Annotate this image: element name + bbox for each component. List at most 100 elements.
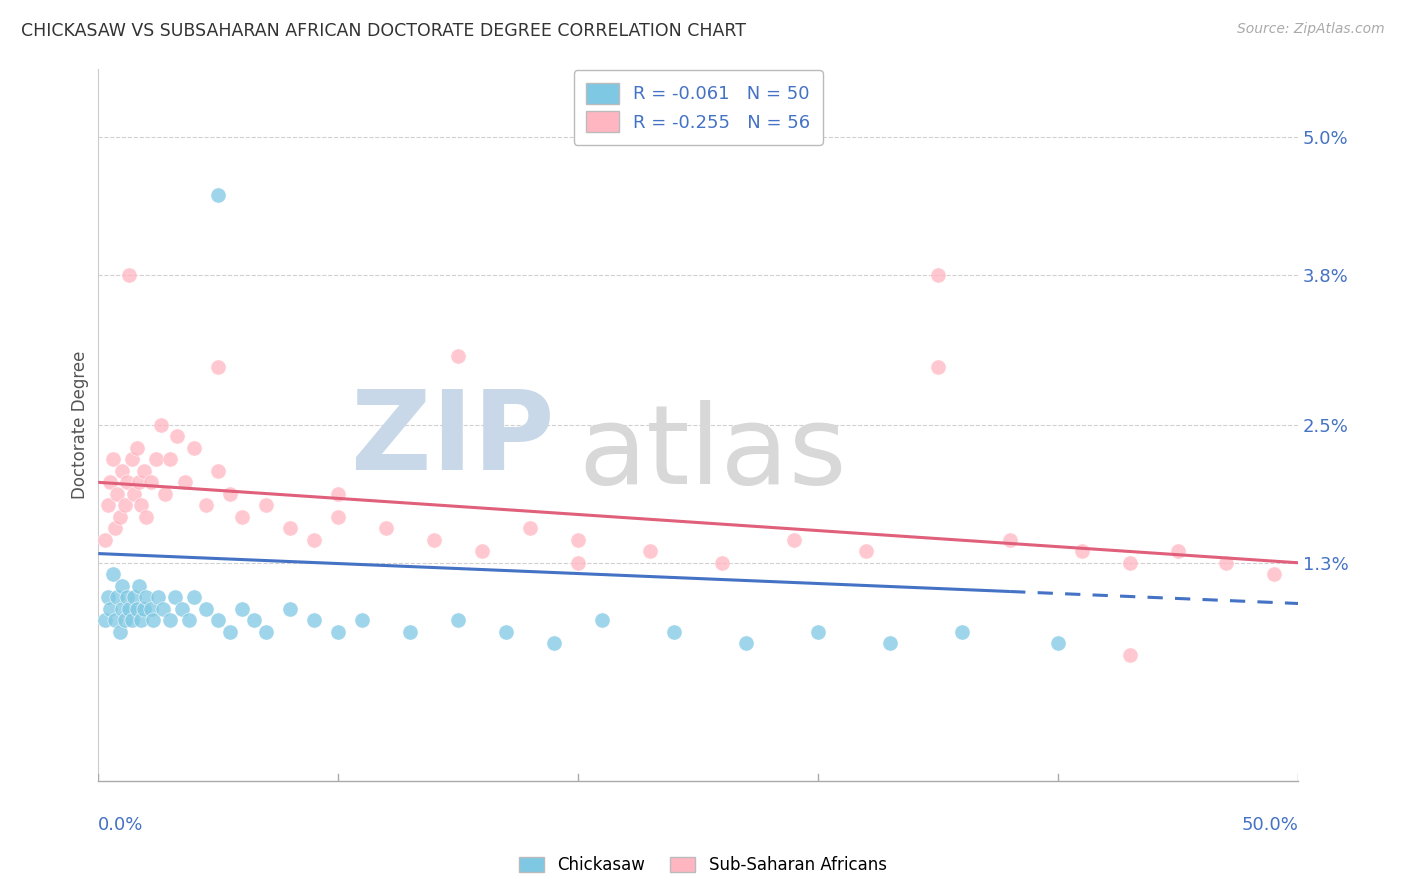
Point xyxy=(471,544,494,558)
Point xyxy=(352,613,374,627)
Point xyxy=(950,624,973,639)
Legend: Chickasaw, Sub-Saharan Africans: Chickasaw, Sub-Saharan Africans xyxy=(515,851,891,880)
Point xyxy=(207,360,229,375)
Point xyxy=(231,509,253,524)
Point xyxy=(124,487,146,501)
Point xyxy=(399,624,422,639)
Point xyxy=(195,498,218,512)
Point xyxy=(1071,544,1094,558)
Point xyxy=(638,544,661,558)
Point xyxy=(121,613,143,627)
Point xyxy=(159,452,181,467)
Point xyxy=(855,544,877,558)
Point xyxy=(132,601,155,615)
Point xyxy=(159,613,181,627)
Point xyxy=(447,349,470,363)
Legend: R = -0.061   N = 50, R = -0.255   N = 56: R = -0.061 N = 50, R = -0.255 N = 56 xyxy=(574,70,823,145)
Y-axis label: Doctorate Degree: Doctorate Degree xyxy=(72,351,89,499)
Point xyxy=(97,498,120,512)
Text: 0.0%: 0.0% xyxy=(98,815,143,834)
Point xyxy=(148,591,170,605)
Point xyxy=(219,487,242,501)
Point xyxy=(543,636,565,650)
Point xyxy=(104,613,127,627)
Point xyxy=(304,533,326,547)
Point xyxy=(783,533,806,547)
Point xyxy=(447,613,470,627)
Point xyxy=(121,452,143,467)
Point xyxy=(519,521,541,535)
Point xyxy=(152,601,174,615)
Point xyxy=(115,475,138,490)
Point xyxy=(101,567,124,582)
Point xyxy=(328,509,350,524)
Point xyxy=(173,475,195,490)
Point xyxy=(179,613,201,627)
Point xyxy=(664,624,686,639)
Point xyxy=(165,591,187,605)
Point xyxy=(139,601,162,615)
Point xyxy=(304,613,326,627)
Point xyxy=(207,613,229,627)
Point xyxy=(1263,567,1285,582)
Point xyxy=(183,441,205,455)
Point xyxy=(111,464,134,478)
Text: atlas: atlas xyxy=(578,400,846,507)
Point xyxy=(118,601,141,615)
Point xyxy=(328,487,350,501)
Point xyxy=(104,521,127,535)
Text: CHICKASAW VS SUBSAHARAN AFRICAN DOCTORATE DEGREE CORRELATION CHART: CHICKASAW VS SUBSAHARAN AFRICAN DOCTORAT… xyxy=(21,22,747,40)
Point xyxy=(735,636,758,650)
Point xyxy=(107,487,129,501)
Point xyxy=(111,579,134,593)
Point xyxy=(114,498,136,512)
Point xyxy=(94,613,117,627)
Point xyxy=(98,601,121,615)
Point xyxy=(131,613,153,627)
Point xyxy=(1119,648,1142,662)
Point xyxy=(155,487,177,501)
Point xyxy=(108,624,131,639)
Point xyxy=(567,533,589,547)
Point xyxy=(125,601,148,615)
Point xyxy=(108,509,131,524)
Point xyxy=(183,591,205,605)
Point xyxy=(495,624,517,639)
Point xyxy=(567,556,589,570)
Point xyxy=(231,601,253,615)
Point xyxy=(328,624,350,639)
Point xyxy=(195,601,218,615)
Point xyxy=(254,498,277,512)
Text: Source: ZipAtlas.com: Source: ZipAtlas.com xyxy=(1237,22,1385,37)
Point xyxy=(124,591,146,605)
Point xyxy=(1119,556,1142,570)
Point xyxy=(149,417,172,432)
Point xyxy=(879,636,901,650)
Text: 50.0%: 50.0% xyxy=(1241,815,1298,834)
Point xyxy=(94,533,117,547)
Point xyxy=(375,521,398,535)
Point xyxy=(172,601,194,615)
Point xyxy=(128,475,150,490)
Point xyxy=(142,613,165,627)
Point xyxy=(145,452,167,467)
Point xyxy=(115,591,138,605)
Point xyxy=(207,464,229,478)
Point xyxy=(101,452,124,467)
Point xyxy=(1167,544,1189,558)
Point xyxy=(118,268,141,283)
Point xyxy=(125,441,148,455)
Point xyxy=(254,624,277,639)
Point xyxy=(278,601,301,615)
Point xyxy=(711,556,734,570)
Point xyxy=(807,624,830,639)
Point xyxy=(1215,556,1237,570)
Point xyxy=(998,533,1021,547)
Point xyxy=(114,613,136,627)
Point xyxy=(128,579,150,593)
Point xyxy=(135,509,157,524)
Point xyxy=(927,360,949,375)
Point xyxy=(423,533,446,547)
Text: ZIP: ZIP xyxy=(352,385,554,492)
Point xyxy=(207,188,229,202)
